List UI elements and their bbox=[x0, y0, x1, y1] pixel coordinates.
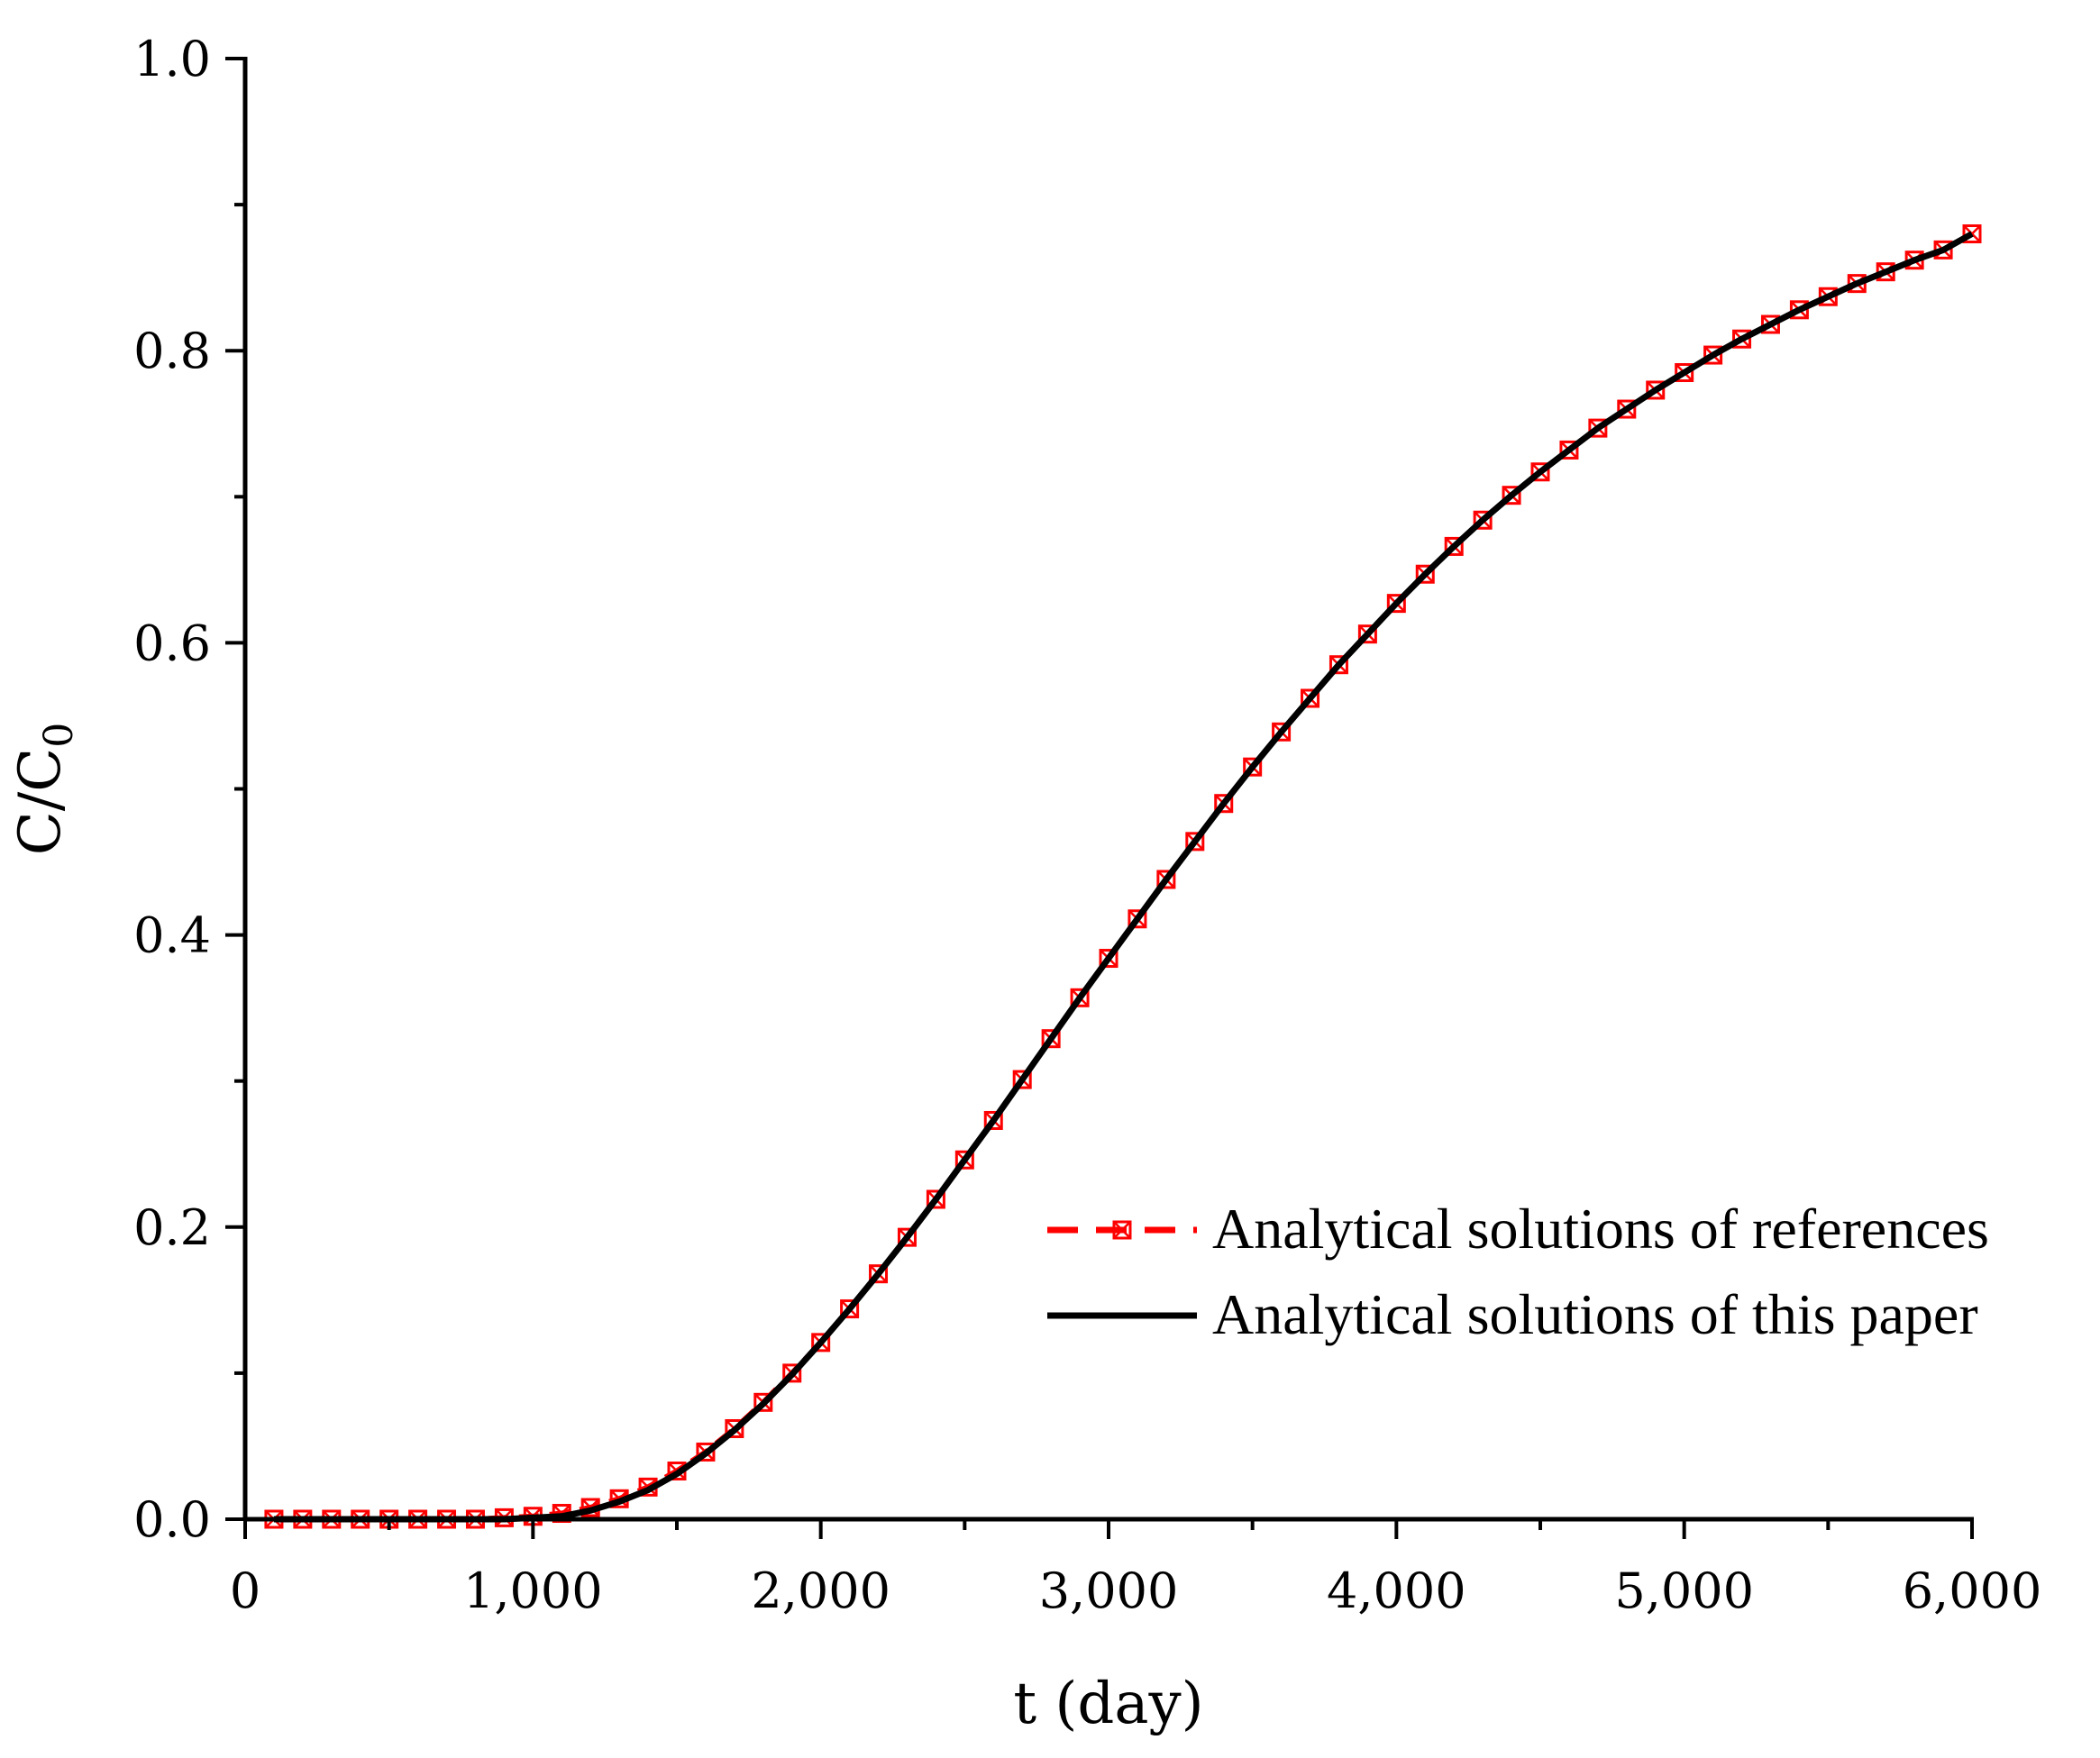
y-axis-title-subscript: 0 bbox=[36, 723, 82, 748]
y-tick-label: 0.6 bbox=[133, 615, 211, 671]
x-tick-label: 1,000 bbox=[463, 1562, 603, 1619]
legend-label: Analytical solutions of references bbox=[1212, 1197, 1989, 1261]
legend-label: Analytical solutions of this paper bbox=[1212, 1282, 1978, 1346]
x-tick-label: 5,000 bbox=[1614, 1562, 1754, 1619]
x-tick-label: 3,000 bbox=[1039, 1562, 1179, 1619]
y-tick-label: 0.4 bbox=[133, 907, 211, 964]
x-tick-label: 0 bbox=[230, 1562, 260, 1619]
x-tick-label: 6,000 bbox=[1903, 1562, 2042, 1619]
axis-ticks: 0 1,000 2,000 3,000 4,000 5,000 6,000 0.0 0.2 0.4… bbox=[133, 31, 2041, 1619]
y-tick-label: 0.2 bbox=[133, 1199, 211, 1256]
y-tick-label: 0.0 bbox=[133, 1491, 211, 1548]
y-tick-label: 0.8 bbox=[133, 323, 211, 379]
series-line-2 bbox=[273, 231, 1974, 1523]
legend-marker bbox=[1112, 1220, 1132, 1240]
y-axis-title: C/C0 bbox=[7, 723, 82, 856]
legend: Analytical solutions of references Analyt… bbox=[1047, 1197, 1989, 1346]
x-axis-title: t (day) bbox=[1013, 1671, 1203, 1737]
x-tick-label: 4,000 bbox=[1327, 1562, 1466, 1619]
y-axis-title-main: C/C bbox=[7, 748, 74, 856]
x-tick-label: 2,000 bbox=[751, 1562, 890, 1619]
y-tick-label: 1.0 bbox=[133, 31, 211, 87]
